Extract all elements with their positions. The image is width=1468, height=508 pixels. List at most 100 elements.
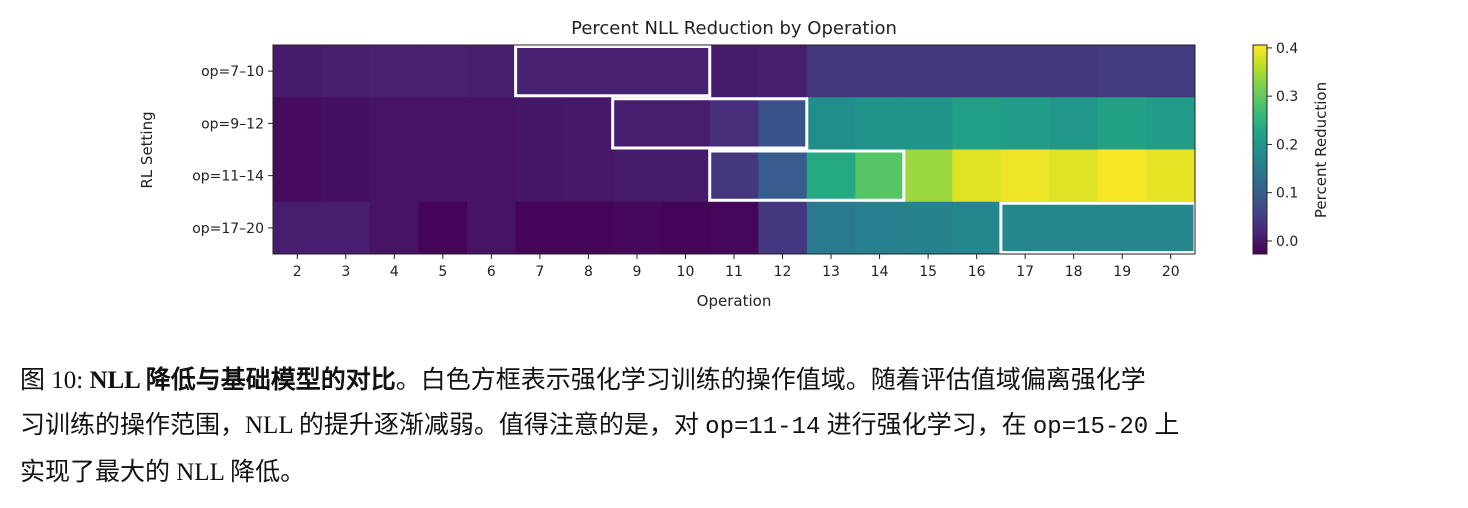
heatmap-cell xyxy=(758,149,808,203)
caption-text: 进行强化学习，在 xyxy=(820,412,1033,439)
heatmap-cell xyxy=(1146,149,1196,203)
heatmap-cell xyxy=(661,45,711,98)
x-tick-label: 8 xyxy=(584,264,593,280)
heatmap-cell xyxy=(321,149,371,203)
heatmap-cell xyxy=(564,97,614,150)
x-tick-label: 13 xyxy=(822,264,840,280)
heatmap-cell xyxy=(855,201,905,255)
heatmap-cell xyxy=(661,149,711,203)
heatmap-cell xyxy=(612,149,662,203)
heatmap-cell xyxy=(709,97,759,150)
heatmap-cell xyxy=(515,201,565,255)
heatmap-cell xyxy=(321,201,371,255)
heatmap-cell xyxy=(273,97,323,150)
colorbar-tick-label: 0.4 xyxy=(1276,41,1298,57)
heatmap-cell xyxy=(612,97,662,150)
caption-code: op=15-20 xyxy=(1032,414,1149,441)
heatmap-cell xyxy=(952,201,1002,255)
heatmap-cell xyxy=(370,201,420,255)
x-tick-label: 10 xyxy=(677,264,695,280)
chart-title: Percent NLL Reduction by Operation xyxy=(571,18,897,39)
heatmap-cell xyxy=(806,45,856,98)
heatmap-cell xyxy=(612,45,662,98)
heatmap-cell xyxy=(564,45,614,98)
heatmap-cell xyxy=(564,201,614,255)
y-axis-label: RL Setting xyxy=(138,111,156,188)
x-tick-label: 4 xyxy=(390,264,399,280)
caption-text: 习训练的操作范围，NLL 的提升逐渐减弱。值得注意的是，对 xyxy=(20,412,706,439)
heatmap-cell xyxy=(370,149,420,203)
heatmap-cell xyxy=(370,97,420,150)
caption-text: 实现了最大的 NLL 降低。 xyxy=(20,459,306,486)
heatmap-cell xyxy=(515,97,565,150)
heatmap-cell xyxy=(515,149,565,203)
heatmap-cell xyxy=(758,45,808,98)
y-tick-label: op=17–20 xyxy=(192,221,264,237)
caption-code: op=11-14 xyxy=(705,414,821,441)
y-tick-label: op=9–12 xyxy=(201,116,264,132)
heatmap-cell xyxy=(1097,201,1147,255)
heatmap-cell xyxy=(418,97,468,150)
caption-line-3: 实现了最大的 NLL 降低。 xyxy=(20,450,1460,495)
colorbar-tick-label: 0.2 xyxy=(1276,137,1298,153)
colorbar-label: Percent Reduction xyxy=(1312,82,1330,218)
caption-line-1: 图 10: NLL 降低与基础模型的对比。白色方框表示强化学习训练的操作值域。随… xyxy=(20,358,1460,403)
heatmap-cell xyxy=(758,201,808,255)
x-tick-label: 12 xyxy=(774,264,792,280)
heatmap-cell xyxy=(709,201,759,255)
heatmap-cell xyxy=(467,45,517,98)
heatmap-cell xyxy=(321,45,371,98)
heatmap-cell xyxy=(709,149,759,203)
heatmap-cell xyxy=(612,201,662,255)
heatmap-cell xyxy=(418,45,468,98)
heatmap-cell xyxy=(952,45,1002,98)
heatmap-cell xyxy=(903,45,953,98)
heatmap-cell xyxy=(903,97,953,150)
heatmap-cell xyxy=(467,201,517,255)
y-tick-label: op=11–14 xyxy=(192,169,264,185)
colorbar-tick-label: 0.3 xyxy=(1276,89,1298,105)
heatmap-cell xyxy=(418,149,468,203)
heatmap-cell xyxy=(467,97,517,150)
training-range-box xyxy=(514,45,712,98)
heatmap-cell xyxy=(1146,201,1196,255)
heatmap-cell xyxy=(1146,45,1196,98)
heatmap-cell xyxy=(1000,45,1050,98)
heatmap-cell xyxy=(418,201,468,255)
x-axis-label: Operation xyxy=(697,292,772,310)
heatmap-cell xyxy=(1000,201,1050,255)
training-range-box xyxy=(708,149,906,202)
heatmap-cell xyxy=(661,201,711,255)
heatmap-cell xyxy=(1000,97,1050,150)
heatmap-cell xyxy=(321,97,371,150)
heatmap-cell xyxy=(806,149,856,203)
heatmap-cell xyxy=(1097,149,1147,203)
x-tick-label: 15 xyxy=(919,264,937,280)
caption-line-2: 习训练的操作范围，NLL 的提升逐渐减弱。值得注意的是，对 op=11-14 进… xyxy=(20,403,1460,450)
x-tick-label: 6 xyxy=(487,264,496,280)
heatmap-cell xyxy=(855,97,905,150)
y-tick-label: op=7–10 xyxy=(201,64,264,80)
heatmap-cell xyxy=(1146,97,1196,150)
heatmap-cell xyxy=(855,149,905,203)
heatmap-cell xyxy=(855,45,905,98)
heatmap-cell xyxy=(1097,97,1147,150)
x-tick-label: 5 xyxy=(438,264,447,280)
caption-text: 上 xyxy=(1148,412,1180,439)
x-tick-label: 17 xyxy=(1016,264,1034,280)
x-tick-label: 18 xyxy=(1065,264,1083,280)
heatmap-cell xyxy=(515,45,565,98)
x-tick-label: 14 xyxy=(871,264,889,280)
heatmap-cell xyxy=(806,201,856,255)
heatmap-cell xyxy=(1049,201,1099,255)
heatmap-cell xyxy=(661,97,711,150)
heatmap-cell xyxy=(273,149,323,203)
heatmap-cell xyxy=(1097,45,1147,98)
x-tick-label: 20 xyxy=(1162,264,1180,280)
x-tick-label: 7 xyxy=(535,264,544,280)
heatmap-cell xyxy=(564,149,614,203)
x-tick-label: 3 xyxy=(341,264,350,280)
caption-bold-title: NLL 降低与基础模型的对比 xyxy=(89,367,396,394)
colorbar xyxy=(1252,44,1268,255)
heatmap-cell xyxy=(952,149,1002,203)
